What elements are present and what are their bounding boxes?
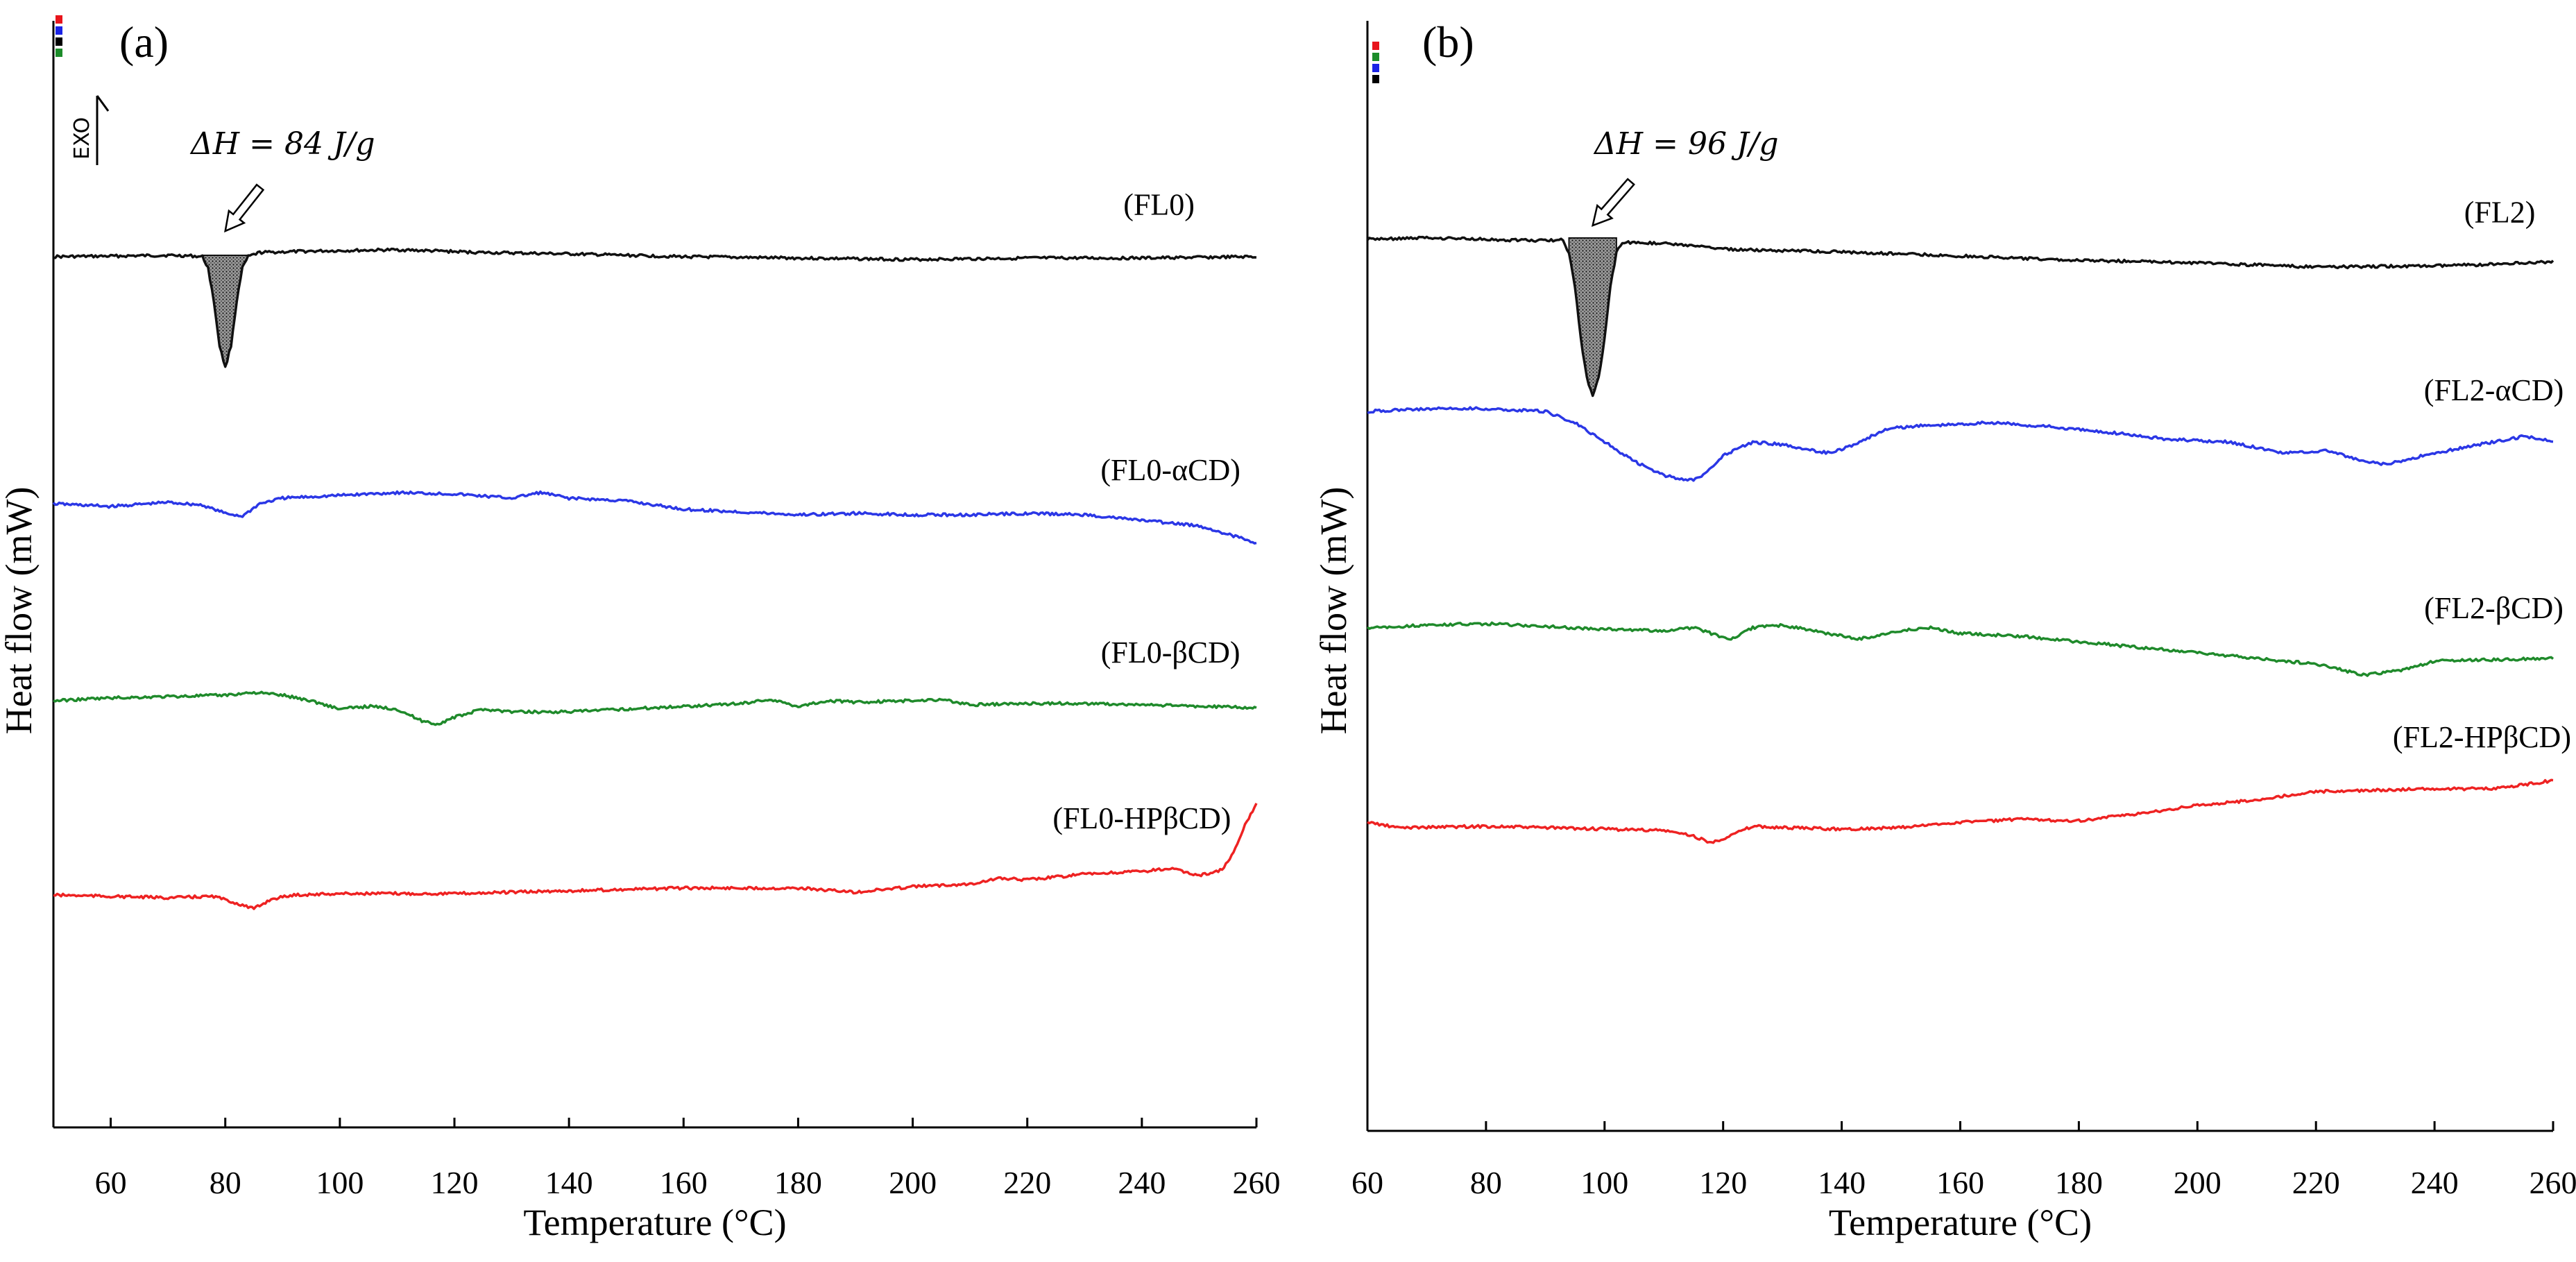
y-axis-title: Heat flow (mW) — [0, 487, 40, 735]
series-line-fl2 — [1366, 235, 2554, 398]
legend-swatch — [1372, 75, 1379, 83]
x-tick-label: 120 — [431, 1165, 479, 1200]
series-line-fl2-cd — [1366, 621, 2554, 677]
x-tick-label: 220 — [2292, 1165, 2340, 1200]
x-tick-label: 160 — [1936, 1165, 1984, 1200]
x-tick-label: 140 — [1818, 1165, 1866, 1200]
legend-swatch — [56, 49, 62, 57]
panel-label: (b) — [1422, 17, 1474, 67]
melting-peak-area — [1568, 237, 1617, 397]
x-tick-label: 200 — [889, 1165, 937, 1200]
series-line-fl0-cd — [53, 690, 1257, 726]
series-label-fl2-cd: (FL2-βCD) — [2424, 591, 2564, 625]
x-tick-label: 60 — [1351, 1165, 1383, 1200]
series-label-fl2-cd: (FL2-αCD) — [2424, 373, 2564, 407]
x-tick-label: 140 — [545, 1165, 593, 1200]
x-tick-label: 240 — [1118, 1165, 1166, 1200]
exo-label: EXO — [70, 117, 94, 160]
x-tick-label: 160 — [660, 1165, 708, 1200]
x-tick-label: 80 — [1470, 1165, 1502, 1200]
legend-swatch — [56, 26, 62, 35]
y-axis-title: Heat flow (mW) — [1313, 487, 1354, 735]
x-tick-label: 100 — [1580, 1165, 1628, 1200]
x-tick-label: 220 — [1003, 1165, 1051, 1200]
series-line-fl2-hp-cd — [1367, 778, 2554, 844]
x-tick-label: 200 — [2174, 1165, 2221, 1200]
x-tick-label: 180 — [774, 1165, 822, 1200]
x-tick-label: 100 — [316, 1165, 364, 1200]
enthalpy-annotation: ΔH = 84 J/g — [189, 126, 375, 162]
series-label-fl0-cd: (FL0-αCD) — [1100, 453, 1240, 487]
enthalpy-annotation: ΔH = 96 J/g — [1593, 126, 1779, 162]
series-label-fl0: (FL0) — [1123, 188, 1195, 222]
enthalpy-arrow — [1591, 178, 1635, 227]
panel-b: 60 80 100 120 140 160 180 200 220 240 260 Temperatu… — [1313, 17, 2576, 1243]
series-label-fl2-hp-cd: (FL2-HPβCD) — [2393, 720, 2571, 754]
panel-a: 60 80 100 120 140 160 180 200 220 240 260 Temperatu… — [0, 15, 1281, 1243]
legend-swatch — [56, 15, 62, 24]
panel-label: (a) — [119, 17, 169, 67]
x-tick-label: 260 — [2530, 1165, 2576, 1200]
series-label-fl0-cd: (FL0-βCD) — [1101, 636, 1240, 670]
x-tick-label: 60 — [95, 1165, 127, 1200]
legend-swatch — [1372, 53, 1379, 61]
x-tick-label: 260 — [1233, 1165, 1281, 1200]
legend-swatch — [1372, 42, 1379, 50]
x-tick-label: 180 — [2055, 1165, 2103, 1200]
x-tick-label: 120 — [1699, 1165, 1747, 1200]
series-line-fl0 — [53, 247, 1257, 368]
x-axis-title: Temperature (°C) — [1829, 1202, 2092, 1243]
legend-swatch — [56, 37, 62, 46]
series-line-fl0-hp-cd — [53, 803, 1258, 910]
series-line-fl2-cd — [1367, 406, 2554, 482]
series-line-fl0-cd — [52, 490, 1257, 545]
x-tick-label: 80 — [210, 1165, 241, 1200]
series-label-fl0-hp-cd: (FL0-HPβCD) — [1052, 801, 1231, 835]
exo-arrow-head — [96, 95, 110, 112]
series-label-fl2: (FL2) — [2464, 196, 2536, 230]
enthalpy-arrow — [224, 183, 265, 233]
legend-swatch — [1372, 64, 1379, 72]
x-tick-label: 240 — [2411, 1165, 2459, 1200]
x-axis-title: Temperature (°C) — [523, 1202, 786, 1243]
